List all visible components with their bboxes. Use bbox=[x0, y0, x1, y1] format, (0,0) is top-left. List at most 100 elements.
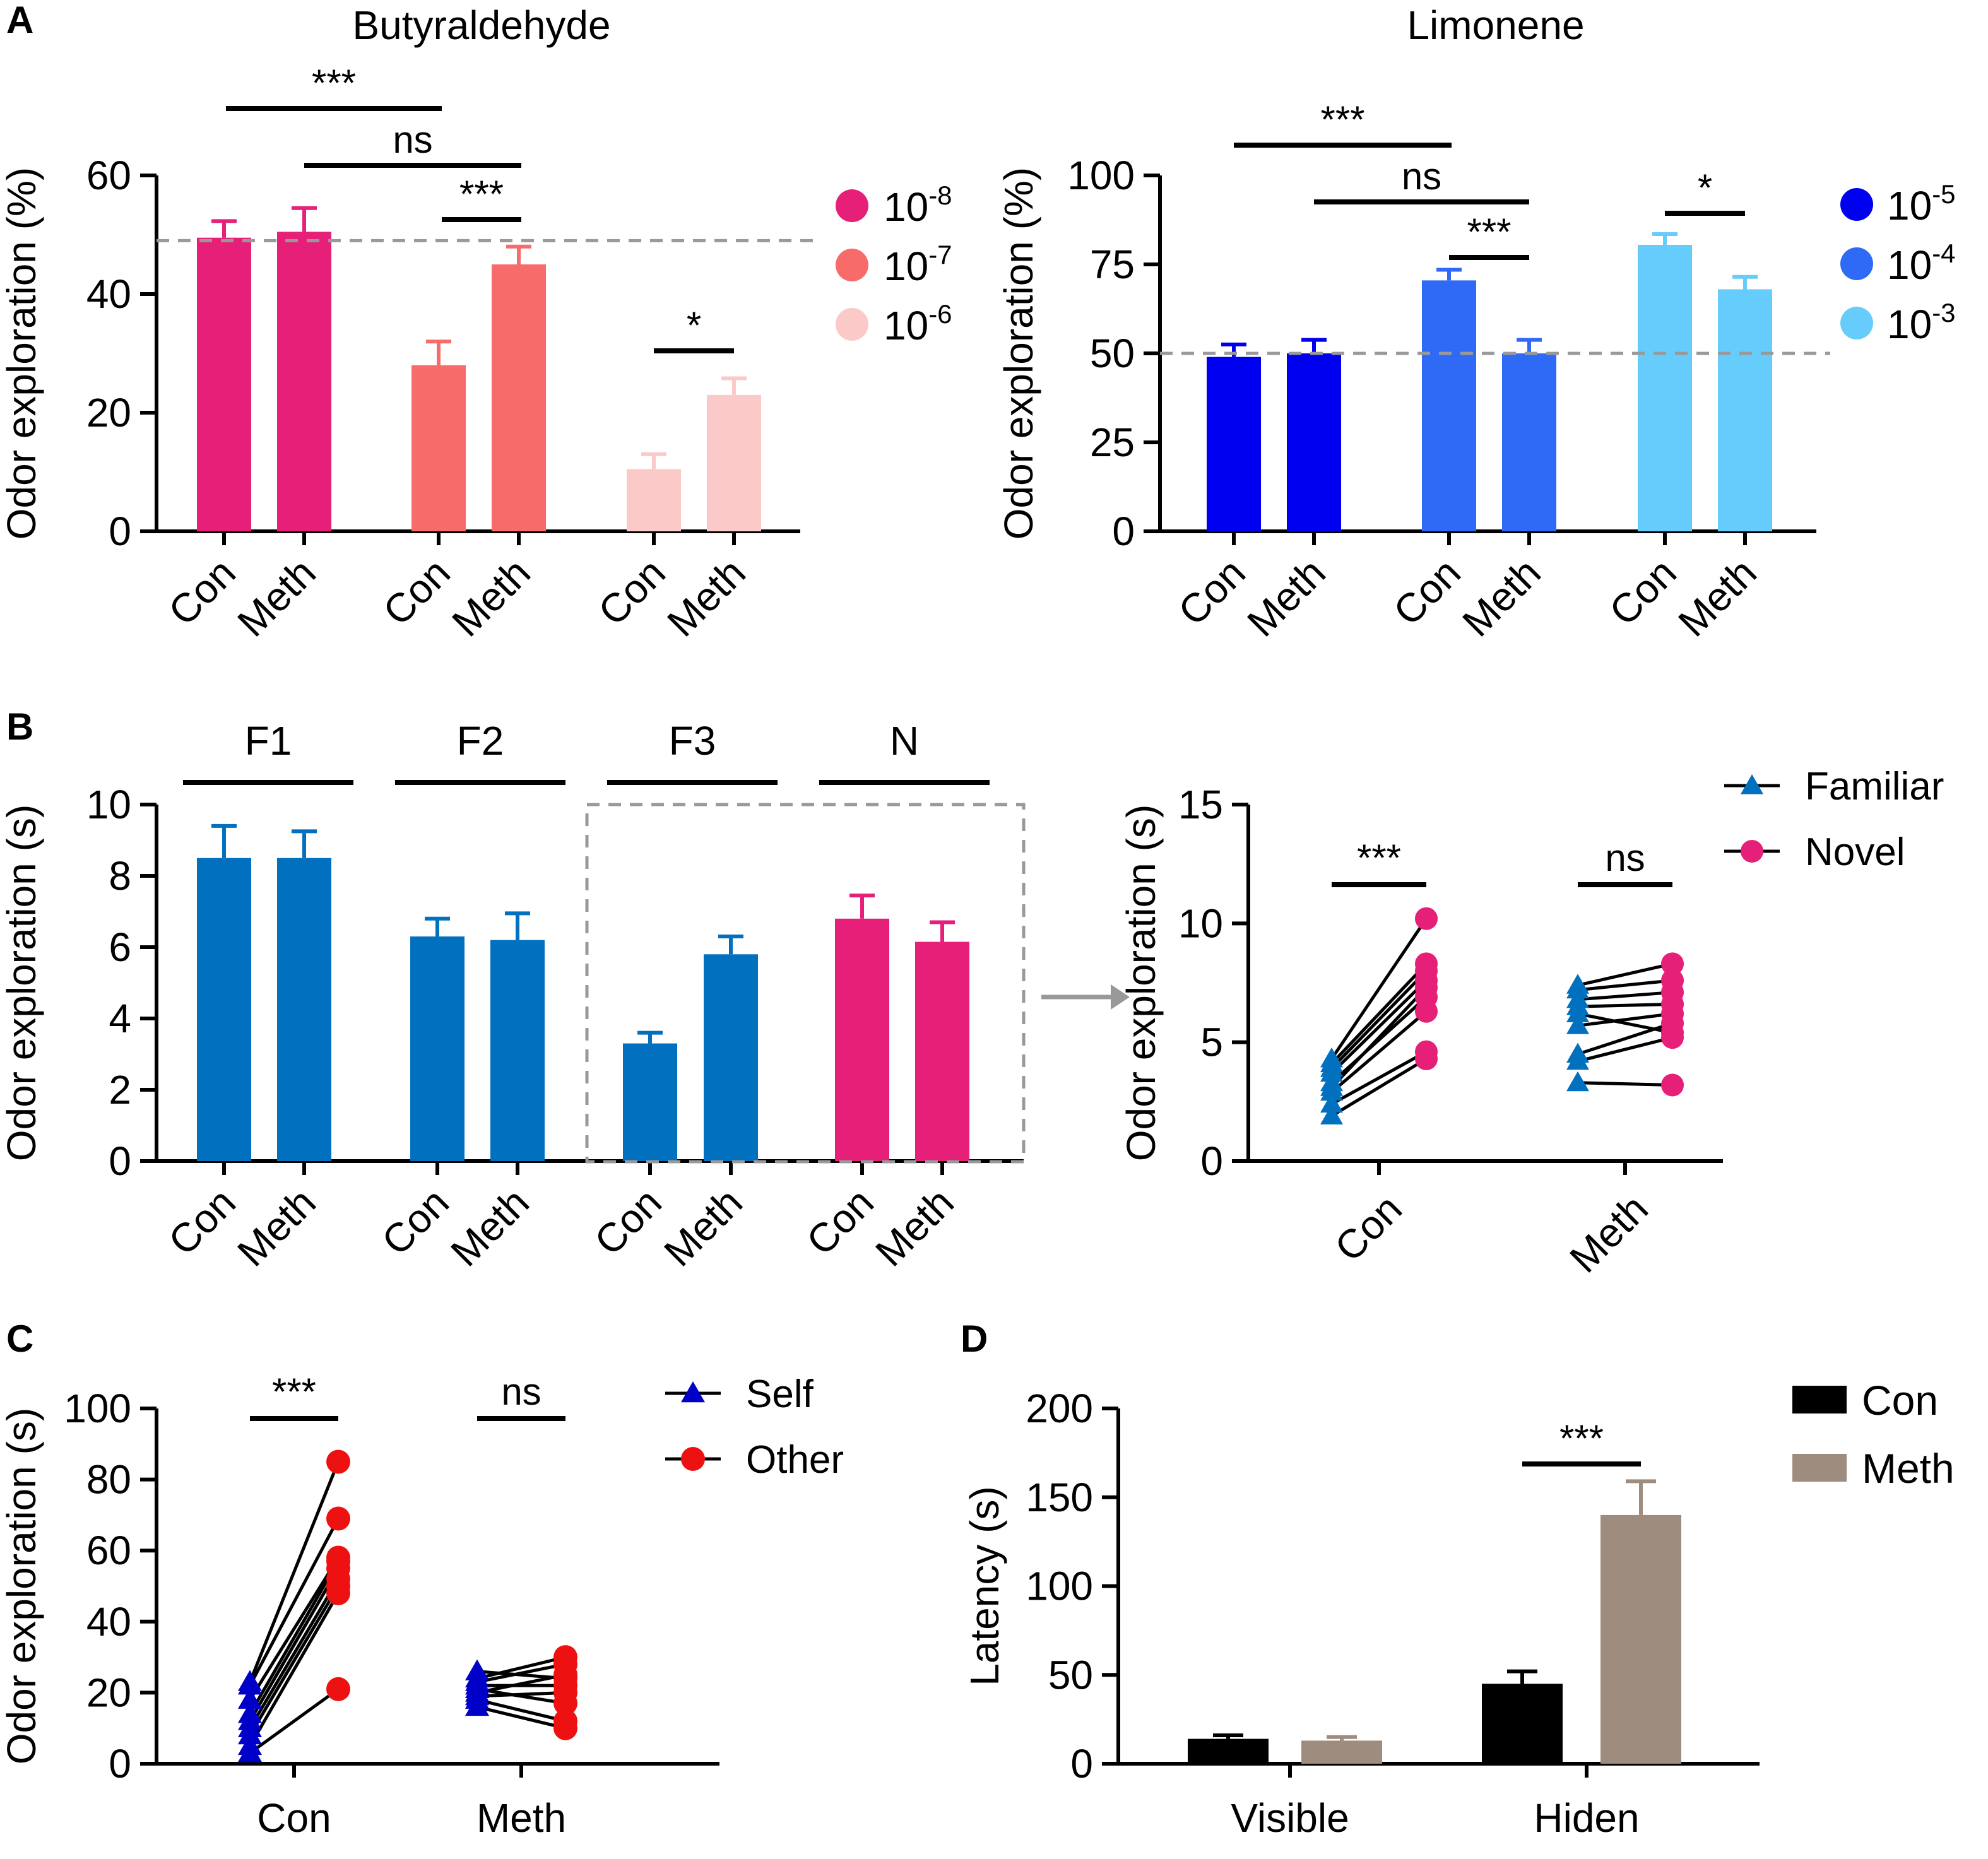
legend-label: Self bbox=[746, 1372, 814, 1416]
pair-line bbox=[476, 1705, 566, 1730]
significance-label: *** bbox=[272, 1371, 316, 1413]
y-axis-label: Odor exploration (%) bbox=[0, 167, 44, 540]
point-self bbox=[465, 1659, 489, 1680]
significance-label: ns bbox=[501, 1371, 541, 1413]
latency-bars: Visible Hiden *** bbox=[1188, 1417, 1681, 1841]
butyraldehyde-axes: 0 20 40 60 Odor exploration (%) bbox=[0, 153, 800, 554]
point-novel bbox=[1661, 1021, 1684, 1044]
point-familiar bbox=[1320, 1057, 1343, 1077]
panel-letter: B bbox=[6, 705, 33, 748]
point-novel bbox=[1415, 1040, 1438, 1063]
legend-marker bbox=[681, 1447, 705, 1471]
point-other bbox=[326, 1545, 350, 1570]
legend-label: Novel bbox=[1805, 830, 1905, 874]
pair-line bbox=[1330, 969, 1428, 1070]
legend-marker bbox=[681, 1381, 705, 1403]
x-tick-label: Meth bbox=[1669, 550, 1765, 646]
y-axis-label: Odor exploration (s) bbox=[1118, 805, 1164, 1162]
point-novel bbox=[1415, 976, 1438, 1000]
pair-line bbox=[476, 1655, 566, 1680]
panel-letter: C bbox=[6, 1318, 33, 1360]
significance-label: *** bbox=[312, 62, 356, 104]
pair-line bbox=[1330, 918, 1428, 1060]
bar bbox=[1638, 244, 1692, 531]
x-tick-label: Meth bbox=[228, 1179, 324, 1275]
point-novel bbox=[1661, 952, 1684, 976]
legend-label: 10-8 bbox=[884, 180, 952, 230]
legend-marker bbox=[836, 189, 868, 222]
legend-marker bbox=[1840, 307, 1873, 339]
x-tick-label: Meth bbox=[228, 550, 324, 646]
pair-line bbox=[476, 1698, 566, 1723]
y-tick-label: 15 bbox=[1178, 782, 1223, 827]
x-tick-label: Con bbox=[1326, 1186, 1411, 1270]
y-tick-label: 20 bbox=[86, 390, 131, 435]
x-tick-label: Con bbox=[373, 1179, 458, 1264]
legend-label: Familiar bbox=[1805, 765, 1944, 808]
point-self bbox=[238, 1670, 262, 1691]
point-familiar bbox=[1566, 1071, 1589, 1092]
legend-label: Con bbox=[1862, 1377, 1938, 1424]
x-tick-label: Meth bbox=[658, 550, 754, 646]
point-other bbox=[553, 1666, 577, 1691]
pair-line bbox=[1577, 1081, 1673, 1087]
y-tick-label: 2 bbox=[109, 1067, 131, 1112]
bar bbox=[1600, 1514, 1681, 1764]
x-tick-label: Meth bbox=[476, 1795, 566, 1841]
point-novel bbox=[1661, 969, 1684, 992]
x-tick-label: Meth bbox=[442, 1179, 538, 1275]
legend-marker bbox=[1840, 247, 1873, 280]
legend-label: 10-4 bbox=[1887, 239, 1956, 288]
pair-line bbox=[248, 1585, 340, 1737]
pair-line bbox=[1577, 1036, 1673, 1063]
pair-line bbox=[1577, 1012, 1673, 1035]
legend-label: Meth bbox=[1862, 1445, 1955, 1492]
chart-title: Butyraldehyde bbox=[352, 3, 610, 48]
pair-line bbox=[1330, 979, 1428, 1075]
point-familiar bbox=[1566, 974, 1589, 994]
pair-line bbox=[248, 1518, 340, 1687]
pair-line bbox=[248, 1578, 340, 1729]
point-other bbox=[326, 1449, 350, 1474]
group-label: F1 bbox=[245, 718, 292, 764]
point-novel bbox=[1415, 907, 1438, 930]
y-tick-label: 5 bbox=[1200, 1020, 1223, 1065]
y-tick-label: 4 bbox=[109, 996, 131, 1041]
significance-label: *** bbox=[1320, 98, 1364, 141]
point-other bbox=[553, 1709, 577, 1733]
y-tick-label: 50 bbox=[1090, 331, 1135, 376]
self-other-points: Con *** Meth ns bbox=[238, 1371, 577, 1841]
point-novel bbox=[1661, 993, 1684, 1016]
bar bbox=[1301, 1740, 1382, 1764]
bar bbox=[277, 232, 331, 531]
bar bbox=[835, 918, 889, 1161]
legend-label: 10-5 bbox=[1887, 179, 1956, 228]
pair-line bbox=[248, 1557, 340, 1701]
bar bbox=[410, 936, 464, 1161]
group-label: F2 bbox=[457, 718, 504, 764]
bar bbox=[707, 394, 761, 531]
point-other bbox=[553, 1645, 577, 1670]
y-tick-label: 100 bbox=[1067, 153, 1135, 198]
pair-line bbox=[1330, 986, 1428, 1089]
significance-label: * bbox=[1698, 167, 1712, 209]
pair-line bbox=[1577, 1002, 1673, 1008]
x-tick-label: Con bbox=[1169, 550, 1254, 634]
y-tick-label: 75 bbox=[1090, 242, 1135, 287]
y-tick-label: 25 bbox=[1090, 420, 1135, 465]
point-other bbox=[326, 1506, 350, 1531]
x-tick-label: Con bbox=[257, 1795, 331, 1841]
bar bbox=[1482, 1684, 1563, 1764]
arrow-head bbox=[1111, 984, 1130, 1010]
pair-line bbox=[476, 1670, 566, 1680]
pair-line bbox=[1577, 991, 1673, 1001]
y-tick-label: 100 bbox=[64, 1386, 131, 1431]
x-tick-label: Con bbox=[160, 1179, 244, 1264]
point-other bbox=[553, 1691, 577, 1716]
bar bbox=[1287, 353, 1341, 531]
y-tick-label: 50 bbox=[1048, 1652, 1093, 1697]
x-tick-label: Con bbox=[586, 1179, 670, 1264]
bar bbox=[197, 237, 251, 531]
